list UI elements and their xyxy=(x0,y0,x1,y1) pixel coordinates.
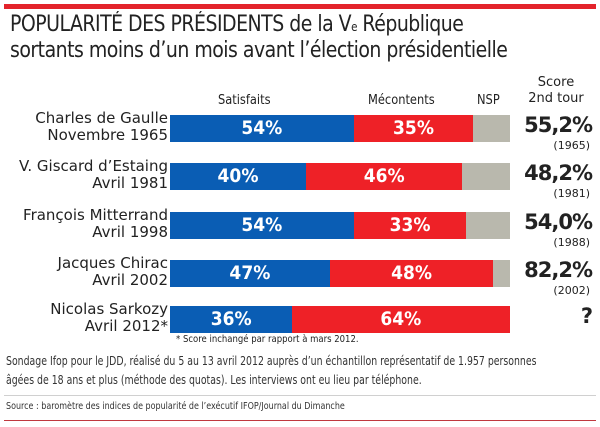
bar-mecontents: 48% xyxy=(329,260,493,287)
bar-value-label: 47% xyxy=(229,262,271,284)
bar-nsp xyxy=(493,260,510,287)
poll-date: Avril 1998 xyxy=(92,223,168,241)
poll-date: Avril 2012* xyxy=(84,317,168,335)
row-label: V. Giscard d’Estaing Avril 1981 xyxy=(19,158,168,192)
score-year: (1988) xyxy=(553,236,590,249)
score-2nd-tour: 54,0% xyxy=(524,210,593,234)
president-name: Charles de Gaulle xyxy=(35,109,168,127)
source-divider xyxy=(4,395,596,396)
score-2nd-tour: 55,2% xyxy=(524,113,593,137)
president-name: François Mitterrand xyxy=(23,206,168,224)
score-year: (2002) xyxy=(553,284,590,297)
bar-value-label: 64% xyxy=(380,308,422,330)
poll-date: Novembre 1965 xyxy=(47,126,168,144)
bar-value-label: 48% xyxy=(390,262,432,284)
bottom-rule xyxy=(4,420,596,421)
legend-satisfaits: Satisfaits xyxy=(218,93,271,108)
president-name: Jacques Chirac xyxy=(57,254,168,272)
bar-nsp xyxy=(465,212,510,239)
president-name: V. Giscard d’Estaing xyxy=(19,157,168,175)
score-2nd-tour: 82,2% xyxy=(524,258,593,282)
title-part2: République xyxy=(356,12,464,37)
score-year: (1965) xyxy=(553,139,590,152)
bar-mecontents: 64% xyxy=(292,306,510,333)
poll-date: Avril 1981 xyxy=(92,174,168,192)
bar-value-label: 33% xyxy=(389,214,431,236)
source-credit: Source : baromètre des indices de popula… xyxy=(6,401,345,412)
bar-value-label: 35% xyxy=(392,117,434,139)
bar-value-label: 54% xyxy=(241,117,283,139)
legend-nsp: NSP xyxy=(477,93,500,108)
bar-satisfaits: 36% xyxy=(170,306,293,333)
bar-satisfaits: 40% xyxy=(170,163,306,190)
title-superscript: e xyxy=(351,20,357,34)
bar-satisfaits: 54% xyxy=(170,212,354,239)
row-label: Nicolas Sarkozy Avril 2012* xyxy=(50,301,168,335)
title-line2: sortants moins d’un mois avant l’électio… xyxy=(10,38,508,63)
row-label: François Mitterrand Avril 1998 xyxy=(23,207,168,241)
bar-value-label: 40% xyxy=(217,165,259,187)
bar-mecontents: 35% xyxy=(353,115,473,142)
score-header: Score 2nd tour xyxy=(516,75,596,107)
score-year: (1981) xyxy=(553,187,590,200)
score-header-line2: 2nd tour xyxy=(528,91,584,106)
bar-mecontents: 33% xyxy=(353,212,466,239)
bar-satisfaits: 47% xyxy=(170,260,330,287)
footnote: * Score inchangé par rapport à mars 2012… xyxy=(176,334,359,345)
top-accent-rule xyxy=(4,4,596,9)
bar-value-label: 54% xyxy=(241,214,283,236)
score-header-line1: Score xyxy=(537,75,575,90)
bar-satisfaits: 54% xyxy=(170,115,354,142)
bar-value-label: 46% xyxy=(363,165,405,187)
chart-title: POPULARITÉ DES PRÉSIDENTS de la Ve Répub… xyxy=(10,12,508,64)
title-part1: POPULARITÉ DES PRÉSIDENTS de la V xyxy=(10,12,352,37)
score-2nd-tour: ? xyxy=(580,304,593,328)
bar-mecontents: 46% xyxy=(306,163,463,190)
president-name: Nicolas Sarkozy xyxy=(50,300,168,318)
bar-value-label: 36% xyxy=(210,308,252,330)
row-label: Jacques Chirac Avril 2002 xyxy=(58,255,168,289)
methodology-note: Sondage Ifop pour le JDD, réalisé du 5 a… xyxy=(6,354,537,387)
row-label: Charles de Gaulle Novembre 1965 xyxy=(35,110,168,144)
bar-nsp xyxy=(472,115,510,142)
bar-nsp xyxy=(462,163,510,190)
legend-mecontents: Mécontents xyxy=(368,93,435,108)
poll-date: Avril 2002 xyxy=(92,271,168,289)
score-2nd-tour: 48,2% xyxy=(524,161,593,185)
